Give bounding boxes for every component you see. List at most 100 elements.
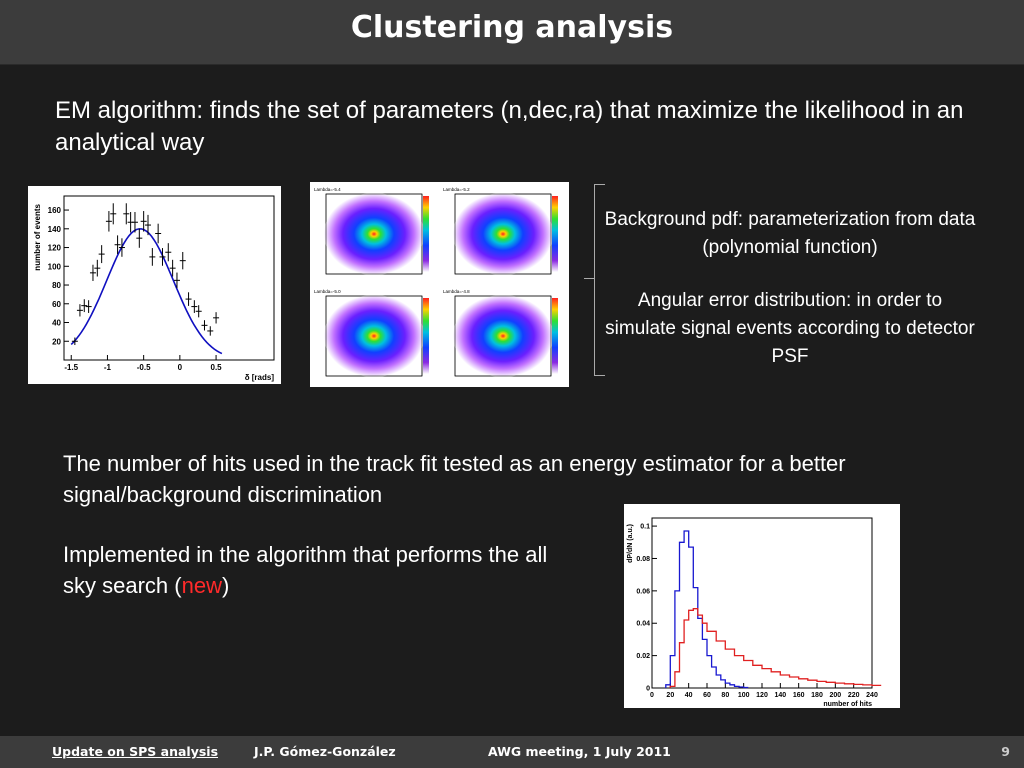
y-tick-label: 0.1 bbox=[640, 524, 650, 531]
x-tick-label: 0 bbox=[178, 363, 183, 372]
data-point bbox=[165, 243, 172, 262]
y-tick-label: 80 bbox=[52, 281, 61, 290]
data-point bbox=[179, 251, 186, 270]
x-axis-label: δ [rads] bbox=[245, 373, 275, 382]
data-point bbox=[201, 320, 208, 331]
data-point bbox=[213, 312, 220, 324]
declination-chart: -1.5 -1 -0.5 0 0.5 20 40 60 80 100 120 140 160 δ [rad… bbox=[33, 195, 275, 382]
data-point bbox=[131, 212, 138, 233]
heatmap-border bbox=[325, 295, 423, 377]
x-tick-label: 200 bbox=[829, 692, 841, 699]
histogram-red bbox=[669, 608, 882, 688]
footer: Update on SPS analysis J.P. Gómez-Gonzál… bbox=[0, 736, 1024, 768]
data-point bbox=[89, 264, 96, 281]
heatmap-border bbox=[454, 193, 552, 275]
data-point bbox=[105, 211, 112, 232]
x-tick-label: 0.5 bbox=[211, 363, 223, 372]
hits-paragraph: The number of hits used in the track fit… bbox=[63, 451, 846, 507]
plot-frame bbox=[63, 195, 275, 361]
color-scale bbox=[423, 196, 429, 272]
heatmap-density bbox=[324, 193, 424, 275]
data-point bbox=[173, 272, 180, 289]
y-tick-label: 0.04 bbox=[636, 621, 650, 628]
footer-presentation: Update on SPS analysis bbox=[52, 744, 219, 759]
heatmap-border bbox=[454, 295, 552, 377]
new-highlight: new bbox=[181, 573, 222, 598]
plot-frame bbox=[651, 517, 873, 689]
data-point bbox=[81, 299, 88, 313]
notes-bracket bbox=[594, 184, 605, 376]
color-scale bbox=[423, 298, 429, 374]
implemented-paragraph: Implemented in the algorithm that perfor… bbox=[63, 539, 583, 601]
x-tick-label: 180 bbox=[811, 692, 823, 699]
y-tick-label: 60 bbox=[52, 300, 61, 309]
y-tick-label: 0.02 bbox=[636, 653, 650, 660]
data-point bbox=[149, 248, 156, 266]
data-point bbox=[145, 214, 151, 236]
declination-plot: -1.5 -1 -0.5 0 0.5 20 40 60 80 100 120 140 160 δ [rad… bbox=[28, 186, 281, 384]
heatmap-density bbox=[453, 295, 553, 377]
x-tick-label: 100 bbox=[738, 692, 750, 699]
y-tick-label: 160 bbox=[48, 206, 62, 215]
heatmap-label: Lambda=-5.4 bbox=[314, 187, 341, 192]
data-point bbox=[191, 300, 198, 313]
fit-curve bbox=[70, 228, 223, 355]
data-point bbox=[85, 300, 92, 313]
color-scale bbox=[552, 298, 558, 374]
y-tick-label: 20 bbox=[52, 337, 61, 346]
y-tick-label: 0.08 bbox=[636, 556, 650, 563]
y-axis-label: dP/dN (a.u.) bbox=[627, 524, 634, 563]
heatmap-panel: Lambda=-5.4 bbox=[314, 187, 429, 275]
x-tick-label: -0.5 bbox=[137, 363, 151, 372]
y-tick-label: 140 bbox=[48, 225, 62, 234]
x-tick-label: 240 bbox=[866, 692, 878, 699]
data-point bbox=[185, 292, 192, 306]
data-point bbox=[155, 223, 162, 244]
x-axis-label: number of hits bbox=[823, 701, 872, 708]
y-tick-label: 40 bbox=[52, 319, 61, 328]
heatmap-label: Lambda=-5.2 bbox=[443, 187, 470, 192]
implemented-close: ) bbox=[221, 573, 230, 598]
y-axis-label: number of events bbox=[33, 203, 42, 270]
y-tick-label: 0.06 bbox=[636, 588, 650, 595]
x-tick-label: 80 bbox=[721, 692, 729, 699]
y-tick-label: 0 bbox=[646, 686, 650, 693]
heatmap-label: Lambda=-4.8 bbox=[443, 289, 470, 294]
x-tick-label: -1 bbox=[104, 363, 112, 372]
color-scale bbox=[552, 196, 558, 272]
hits-histogram-plot: 0 20 40 60 80 100 120 140 160 180 200 220 240 0 0.02 0.… bbox=[624, 504, 900, 708]
heatmap-label: Lambda=-5.0 bbox=[314, 289, 341, 294]
x-tick-label: 20 bbox=[666, 692, 674, 699]
hits-histogram-chart: 0 20 40 60 80 100 120 140 160 180 200 220 240 0 0.02 0.… bbox=[627, 517, 882, 708]
footer-author: J.P. Gómez-González bbox=[254, 744, 396, 759]
data-point bbox=[76, 304, 83, 317]
data-point bbox=[71, 337, 78, 346]
heatmap-density bbox=[324, 295, 424, 377]
data-point bbox=[98, 245, 105, 264]
page-number: 9 bbox=[1001, 744, 1010, 759]
psf-heatmap-chart: Lambda=-5.4 Lambda=-5.2 Lambda=-5.0 Lambda=… bbox=[314, 187, 558, 377]
x-tick-label: 60 bbox=[703, 692, 711, 699]
x-tick-label: 140 bbox=[774, 692, 786, 699]
data-point bbox=[140, 211, 147, 232]
slide-title: Clustering analysis bbox=[350, 10, 674, 45]
note-angular-error: Angular error distribution: in order to … bbox=[605, 290, 975, 367]
x-tick-label: 40 bbox=[685, 692, 693, 699]
heatmap-density bbox=[453, 193, 553, 275]
data-point bbox=[195, 305, 202, 318]
data-point bbox=[114, 235, 121, 255]
x-tick-label: 0 bbox=[650, 692, 654, 699]
data-point bbox=[94, 259, 101, 277]
y-tick-label: 100 bbox=[48, 262, 62, 271]
notes-bracket-tick bbox=[584, 278, 594, 279]
title-bar: Clustering analysis bbox=[0, 0, 1024, 65]
intro-text: EM algorithm: finds the set of parameter… bbox=[55, 97, 964, 156]
data-point bbox=[110, 203, 117, 225]
note-background-pdf: Background pdf: parameterization from da… bbox=[604, 209, 976, 258]
data-point bbox=[118, 238, 125, 257]
footer-meeting: AWG meeting, 1 July 2011 bbox=[488, 744, 671, 759]
heatmap-panel: Lambda=-5.0 bbox=[314, 289, 429, 377]
x-tick-label: 160 bbox=[793, 692, 805, 699]
data-point bbox=[123, 203, 130, 225]
data-point bbox=[207, 326, 214, 336]
